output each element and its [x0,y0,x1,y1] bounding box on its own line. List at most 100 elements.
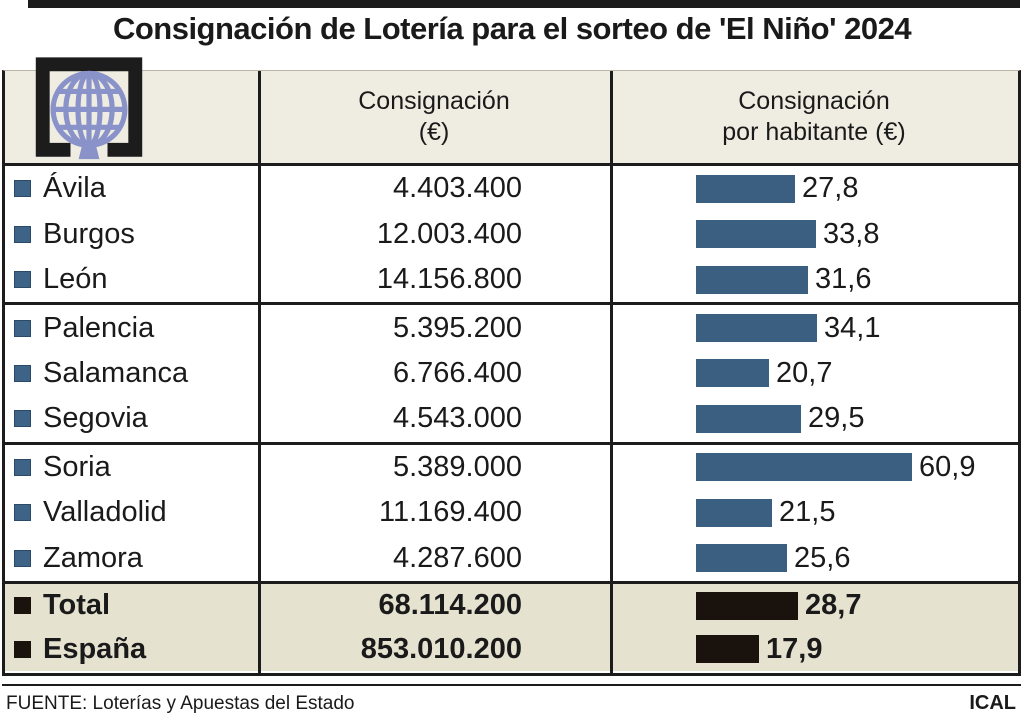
consignacion-value: 12.003.400 [376,217,522,250]
row-label: Salamanca [43,356,189,389]
per-habitante-value: 33,8 [823,217,880,250]
page-title: Consignación de Lotería para el sorteo d… [112,11,912,46]
bullet-square-icon [14,364,31,382]
row-label-cell: Total [5,589,258,622]
per-habitante-value: 31,6 [815,263,872,296]
consignacion-value: 853.010.200 [360,632,522,665]
row-label: Segovia [43,402,148,435]
per-habitante-cell: 28,7 [610,589,1018,622]
table-row: Palencia 5.395.200 34,1 [5,305,1018,350]
row-label-cell: León [5,263,258,296]
row-label: Burgos [43,217,135,250]
column-header-consignacion: Consignación (€) [258,71,610,163]
bullet-square-icon [14,597,31,615]
per-habitante-cell: 31,6 [610,263,1018,296]
per-habitante-bar [696,174,795,203]
table-row: Burgos 12.003.400 33,8 [5,211,1018,256]
table-header-row: Consignación (€) Consignación por habita… [5,71,1018,166]
per-habitante-bar [696,591,798,620]
consignacion-value: 68.114.200 [378,589,522,622]
row-label-cell: Salamanca [5,357,258,390]
per-habitante-value: 20,7 [776,356,833,389]
per-habitante-cell: 34,1 [610,312,1018,345]
row-label: Total [43,589,111,622]
total-row: España 853.010.200 17,9 [5,628,1018,672]
table-row: Ávila 4.403.400 27,8 [5,166,1018,211]
row-label-cell: Zamora [5,542,258,575]
column-header-line: (€) [418,118,450,146]
bullet-square-icon [14,410,31,428]
column-header-line: Consignación [738,86,890,115]
footer: FUENTE: Loterías y Apuestas del Estado I… [0,692,1024,715]
per-habitante-value: 27,8 [802,172,859,205]
bullet-square-icon [14,458,31,476]
title-top-rule [28,0,1020,8]
per-habitante-value: 21,5 [779,496,836,529]
per-habitante-bar [696,265,808,294]
column-header-per-habitante: Consignación por habitante (€) [610,71,1018,163]
per-habitante-bar [696,314,817,343]
column-divider-1 [258,71,261,673]
table-bottom-double-rule [2,684,1021,686]
column-divider-2 [610,71,613,673]
consignacion-value: 4.543.000 [392,402,522,435]
row-label: España [43,632,147,665]
row-label: Zamora [43,541,143,574]
bullet-square-icon [14,549,31,567]
per-habitante-bar [696,404,801,433]
per-habitante-value: 17,9 [766,632,823,665]
per-habitante-value: 25,6 [794,541,851,574]
per-habitante-cell: 60,9 [610,451,1018,484]
per-habitante-cell: 27,8 [610,172,1018,205]
row-label-cell: España [5,633,258,666]
table-row: Salamanca 6.766.400 20,7 [5,351,1018,396]
row-label-cell: Palencia [5,312,258,345]
row-label: León [43,263,108,296]
consignacion-value: 5.395.200 [392,311,522,344]
per-habitante-bar [696,359,769,388]
per-habitante-bar [696,544,787,573]
row-label-cell: Burgos [5,218,258,251]
per-habitante-value: 29,5 [808,402,865,435]
bullet-square-icon [14,225,31,243]
column-header-line: por habitante (€) [722,118,906,146]
row-label: Soria [43,450,111,483]
per-habitante-value: 60,9 [919,450,976,483]
data-table: Consignación (€) Consignación por habita… [2,70,1021,676]
per-habitante-cell: 21,5 [610,496,1018,529]
row-label: Valladolid [43,496,167,529]
row-label: Palencia [43,311,155,344]
table-row: Segovia 4.543.000 29,5 [5,396,1018,445]
per-habitante-cell: 25,6 [610,542,1018,575]
row-label-cell: Valladolid [5,496,258,529]
row-label-cell: Soria [5,451,258,484]
consignacion-value: 14.156.800 [376,263,522,296]
per-habitante-bar [696,220,816,249]
row-label: Ávila [43,172,106,205]
consignacion-value: 4.287.600 [392,541,522,574]
per-habitante-value: 34,1 [824,311,881,344]
table-row: Soria 5.389.000 60,9 [5,445,1018,490]
row-label-cell: Ávila [5,172,258,205]
bullet-square-icon [14,180,31,198]
table-row: Valladolid 11.169.400 21,5 [5,490,1018,535]
column-header-line: Consignación [358,86,510,115]
per-habitante-cell: 20,7 [610,357,1018,390]
bullet-square-icon [14,504,31,522]
province-rows: Ávila 4.403.400 27,8 Burgos 12.003.400 33,8 Le… [5,166,1018,581]
total-row: Total 68.114.200 28,7 [5,584,1018,628]
consignacion-value: 4.403.400 [392,172,522,205]
per-habitante-cell: 17,9 [610,633,1018,666]
consignacion-value: 6.766.400 [392,356,522,389]
bullet-square-icon [14,640,31,658]
credit-text: ICAL [969,692,1016,714]
consignacion-value: 5.389.000 [392,450,522,483]
per-habitante-bar [696,498,772,527]
source-text: FUENTE: Loterías y Apuestas del Estado [6,693,355,714]
per-habitante-bar [696,635,759,664]
per-habitante-value: 28,7 [805,589,862,622]
bullet-square-icon [14,319,31,337]
row-label-cell: Segovia [5,402,258,435]
per-habitante-bar [696,453,912,482]
